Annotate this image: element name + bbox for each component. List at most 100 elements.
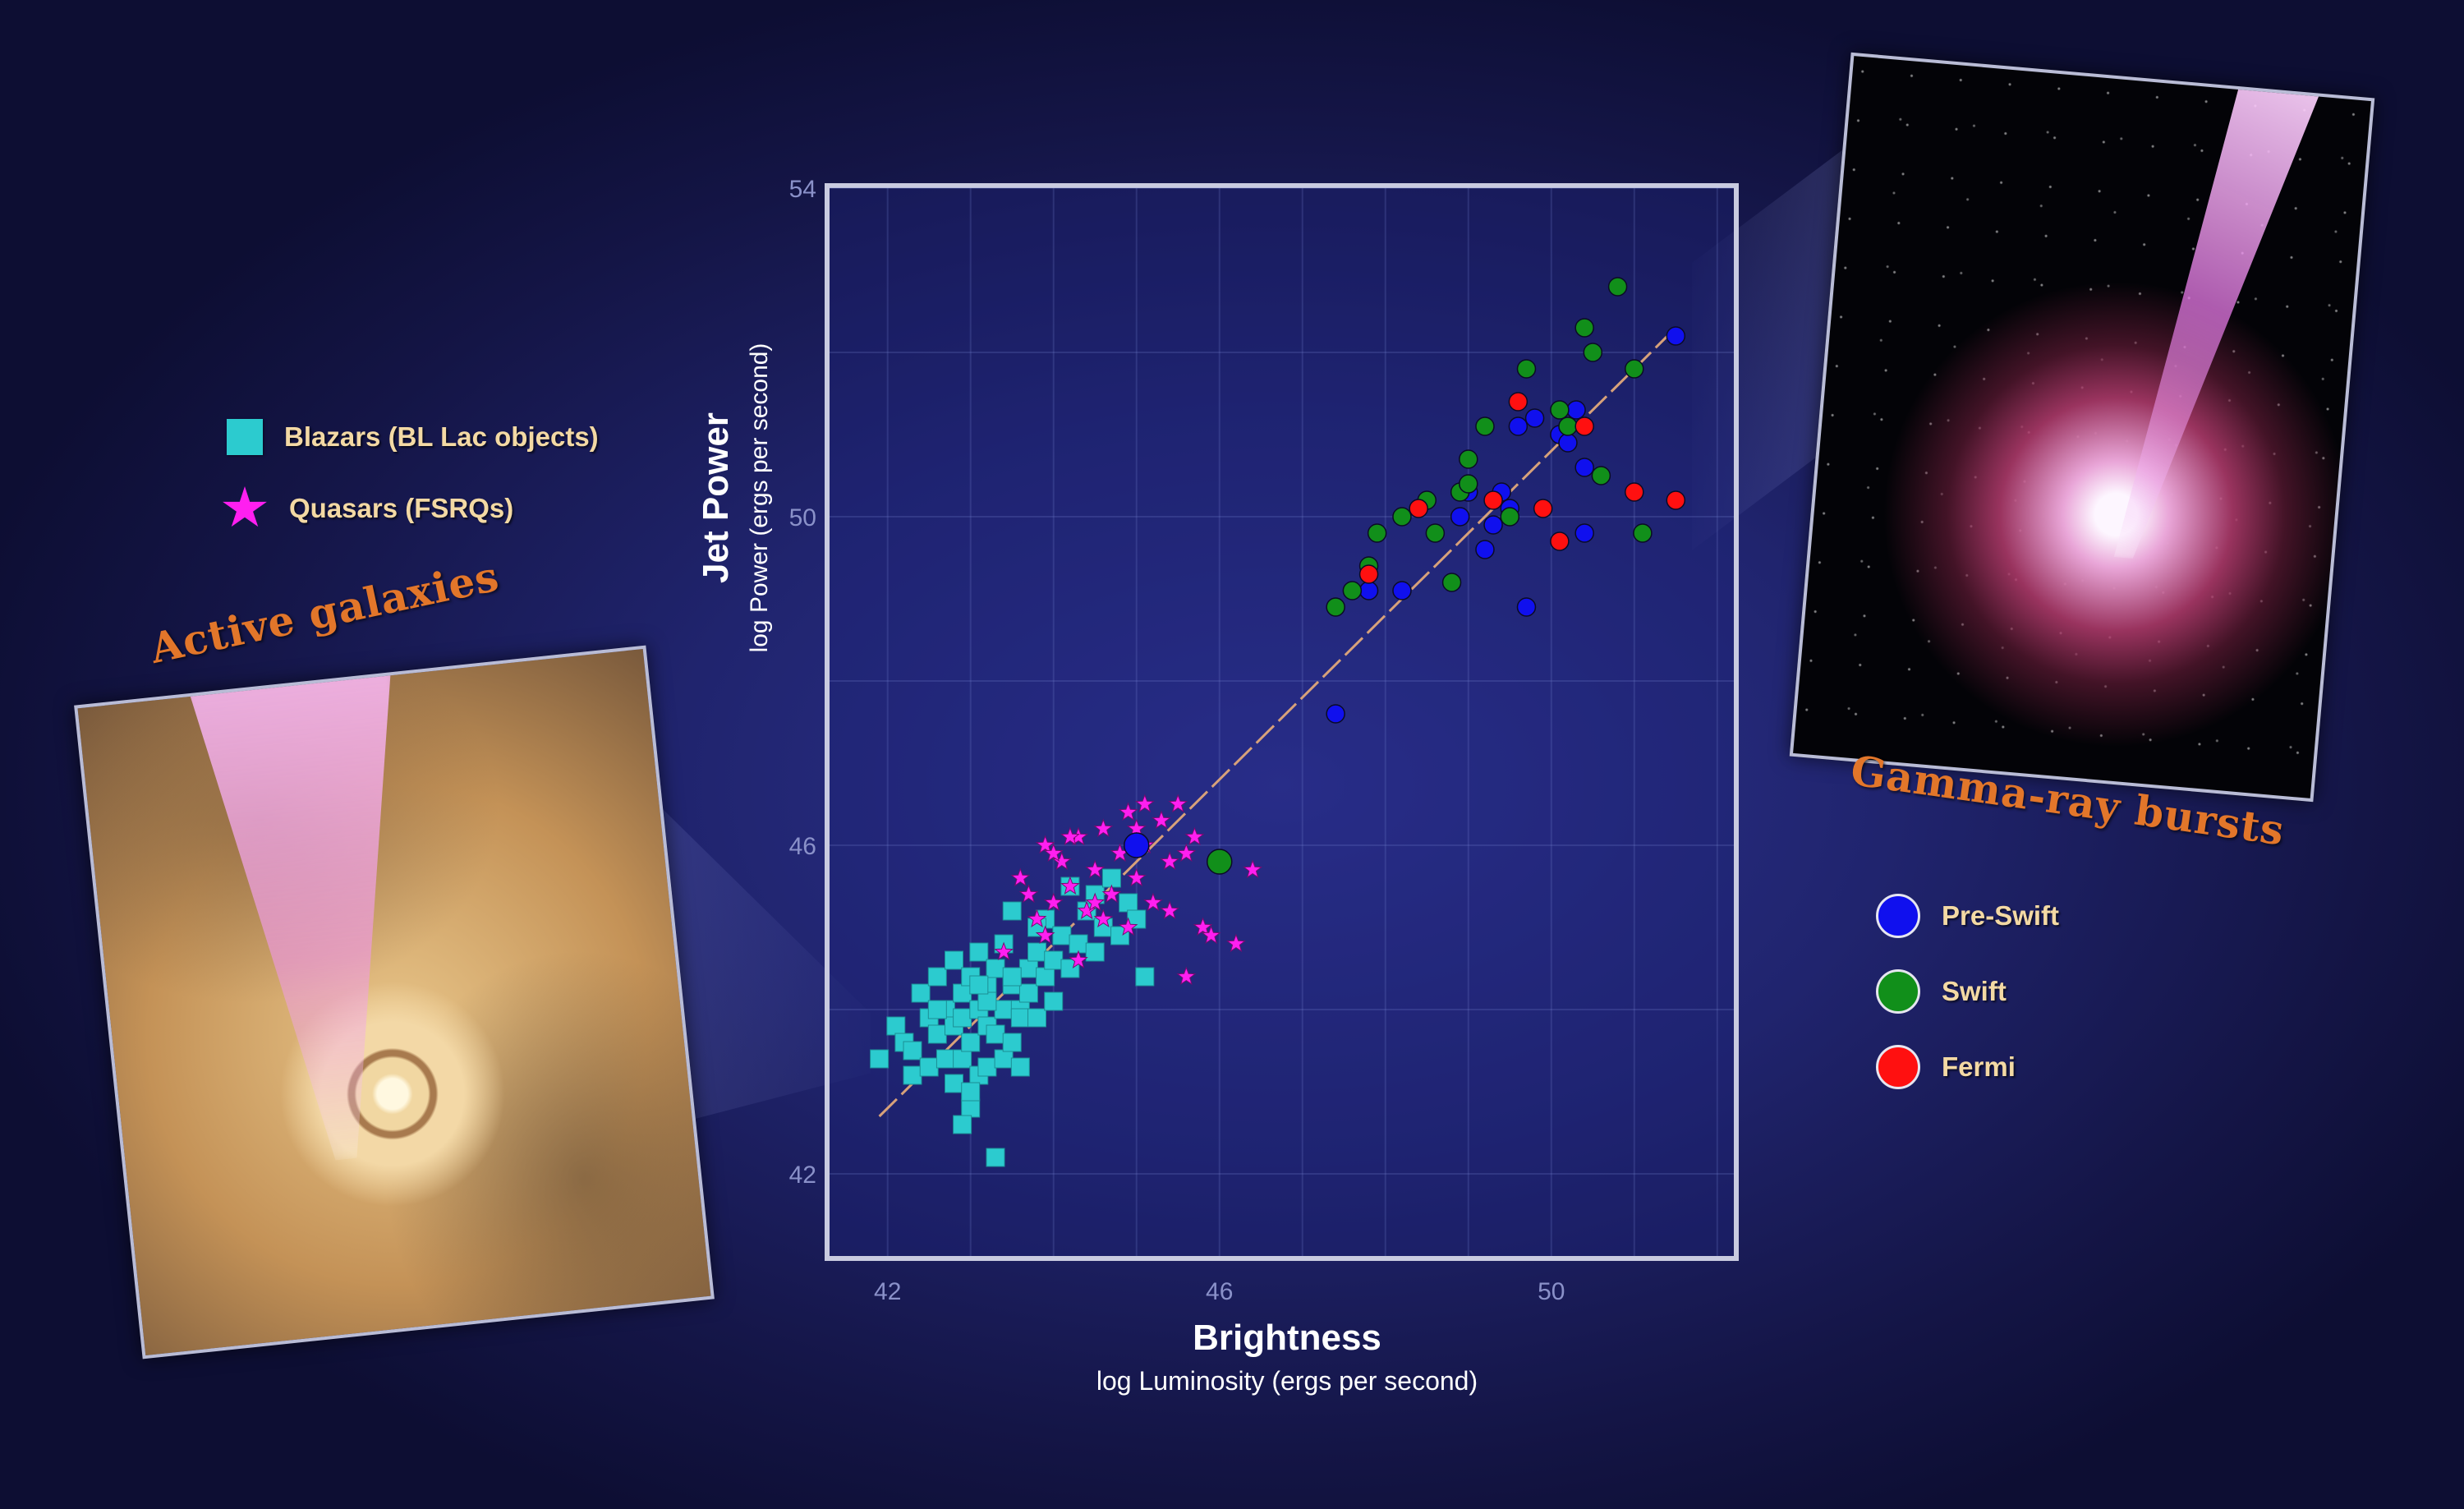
fermi-marker xyxy=(1574,416,1594,436)
quasar-marker xyxy=(1135,794,1155,813)
swift-marker xyxy=(1459,474,1478,494)
quasar-marker xyxy=(1118,917,1138,936)
fermi-marker xyxy=(1483,490,1503,510)
y-axis-title: Jet Power xyxy=(696,412,736,583)
fermi-marker xyxy=(1508,392,1529,412)
blazar-marker xyxy=(1010,1008,1030,1028)
pre-swift-marker xyxy=(1358,581,1379,600)
quasar-marker xyxy=(1118,802,1138,821)
pre-swift-marker xyxy=(1558,433,1578,453)
quasar-marker xyxy=(1160,851,1179,871)
quasar-marker xyxy=(994,941,1014,961)
quasar-marker xyxy=(1193,917,1213,936)
swift-marker xyxy=(1625,359,1644,379)
quasar-marker xyxy=(1085,892,1106,912)
blazar-marker xyxy=(1002,967,1022,987)
blazar-marker xyxy=(953,983,972,1003)
blazar-marker xyxy=(927,967,947,987)
blazar-marker xyxy=(1018,983,1038,1003)
legend-quasars-label: Quasars (FSRQs) xyxy=(289,493,514,523)
quasar-marker xyxy=(1160,900,1179,920)
x-axis-title: Brightness xyxy=(1193,1318,1381,1358)
legend-quasars: Quasars (FSRQs) xyxy=(222,486,513,531)
swift-marker xyxy=(1516,359,1537,379)
quasar-marker xyxy=(1010,867,1031,887)
pre-swift-marker xyxy=(1524,408,1545,428)
series-pre-swift xyxy=(1123,326,1686,858)
quasar-marker xyxy=(1035,925,1055,945)
blazar-marker xyxy=(994,1049,1014,1069)
y-axis-subtitle: log Power (ergs per second) xyxy=(746,343,773,653)
swift-marker xyxy=(1326,597,1345,617)
pre-swift-marker xyxy=(1475,540,1495,559)
pre-swift-marker xyxy=(1666,326,1686,346)
fit-line xyxy=(878,334,1669,1118)
legend-blazars: Blazars (BL Lac objects) xyxy=(227,419,599,455)
y-tick-label: 54 xyxy=(789,176,816,203)
blazar-marker xyxy=(986,1024,1005,1044)
blazar-marker xyxy=(1085,942,1105,962)
y-tick-label: 46 xyxy=(789,833,816,860)
swift-marker xyxy=(1591,466,1611,485)
blazar-marker xyxy=(977,991,997,1011)
quasar-marker xyxy=(1243,859,1262,879)
quasar-marker xyxy=(1101,884,1122,904)
pre-swift-marker xyxy=(1574,523,1594,543)
quasar-marker xyxy=(1152,810,1171,830)
x-axis-subtitle: log Luminosity (ergs per second) xyxy=(1096,1366,1478,1396)
legend-swift: Swift xyxy=(1876,969,2007,1014)
quasar-marker xyxy=(1184,826,1205,846)
swift-marker xyxy=(1500,507,1520,527)
blazar-marker xyxy=(1010,1057,1030,1077)
legend-fermi: Fermi xyxy=(1876,1045,2016,1089)
blazar-marker xyxy=(945,950,964,970)
x-tick-label: 42 xyxy=(874,1278,901,1305)
pre-swift-marker xyxy=(1326,704,1345,724)
blazar-marker xyxy=(994,1000,1014,1019)
pre-swift-marker xyxy=(1450,507,1470,527)
fermi-marker xyxy=(1666,490,1686,510)
fermi-marker xyxy=(1409,499,1428,518)
data-marks xyxy=(870,277,1686,1167)
blazar-marker xyxy=(1044,950,1064,970)
blazar-marker xyxy=(1044,991,1064,1011)
swift-marker xyxy=(1574,318,1594,338)
legend-pre-swift: Pre-Swift xyxy=(1876,894,2059,938)
swift-marker xyxy=(1607,277,1628,297)
blazar-marker xyxy=(935,1049,955,1069)
blazar-marker xyxy=(927,1000,947,1019)
swift-marker xyxy=(1206,849,1233,875)
fermi-marker xyxy=(1533,499,1553,518)
best-fit-line xyxy=(878,334,1669,1118)
quasar-marker xyxy=(1126,867,1147,887)
quasar-marker xyxy=(1043,892,1064,912)
swift-marker xyxy=(1392,507,1412,527)
fermi-marker xyxy=(1358,564,1379,584)
blazar-marker xyxy=(903,1041,922,1060)
blazar-marker xyxy=(903,1065,922,1085)
blazar-marker xyxy=(1119,893,1138,913)
quasar-marker xyxy=(1093,818,1114,838)
teal-square-icon xyxy=(227,419,263,455)
blazar-marker xyxy=(927,1024,947,1044)
swift-marker xyxy=(1633,523,1653,543)
x-tick-label: 50 xyxy=(1538,1278,1565,1305)
red-dot-icon xyxy=(1876,1045,1920,1089)
pre-swift-marker xyxy=(1516,597,1537,617)
blazar-marker xyxy=(969,975,989,995)
swift-marker xyxy=(1583,343,1603,362)
legend-swift-label: Swift xyxy=(1942,976,2007,1006)
quasar-marker xyxy=(1093,909,1114,928)
swift-marker xyxy=(1441,573,1462,592)
quasar-marker xyxy=(1027,909,1047,928)
blazar-marker xyxy=(1027,1008,1047,1028)
fermi-marker xyxy=(1625,482,1644,502)
blazar-marker xyxy=(953,1049,972,1069)
fermi-marker xyxy=(1550,531,1570,551)
pre-swift-marker xyxy=(1566,400,1586,420)
quasar-marker xyxy=(1168,794,1188,813)
swift-marker xyxy=(1367,523,1387,543)
blazar-marker xyxy=(1052,926,1072,945)
